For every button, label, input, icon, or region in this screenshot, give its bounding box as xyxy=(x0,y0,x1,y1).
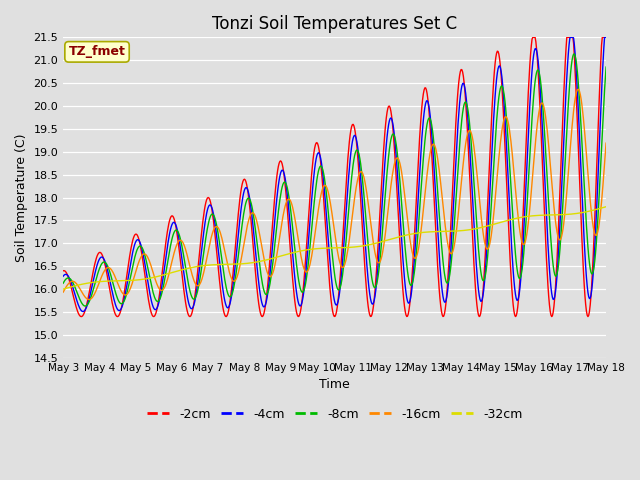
Legend: -2cm, -4cm, -8cm, -16cm, -32cm: -2cm, -4cm, -8cm, -16cm, -32cm xyxy=(141,403,527,425)
Title: Tonzi Soil Temperatures Set C: Tonzi Soil Temperatures Set C xyxy=(212,15,457,33)
Text: TZ_fmet: TZ_fmet xyxy=(68,45,125,59)
Y-axis label: Soil Temperature (C): Soil Temperature (C) xyxy=(15,133,28,262)
X-axis label: Time: Time xyxy=(319,378,350,391)
